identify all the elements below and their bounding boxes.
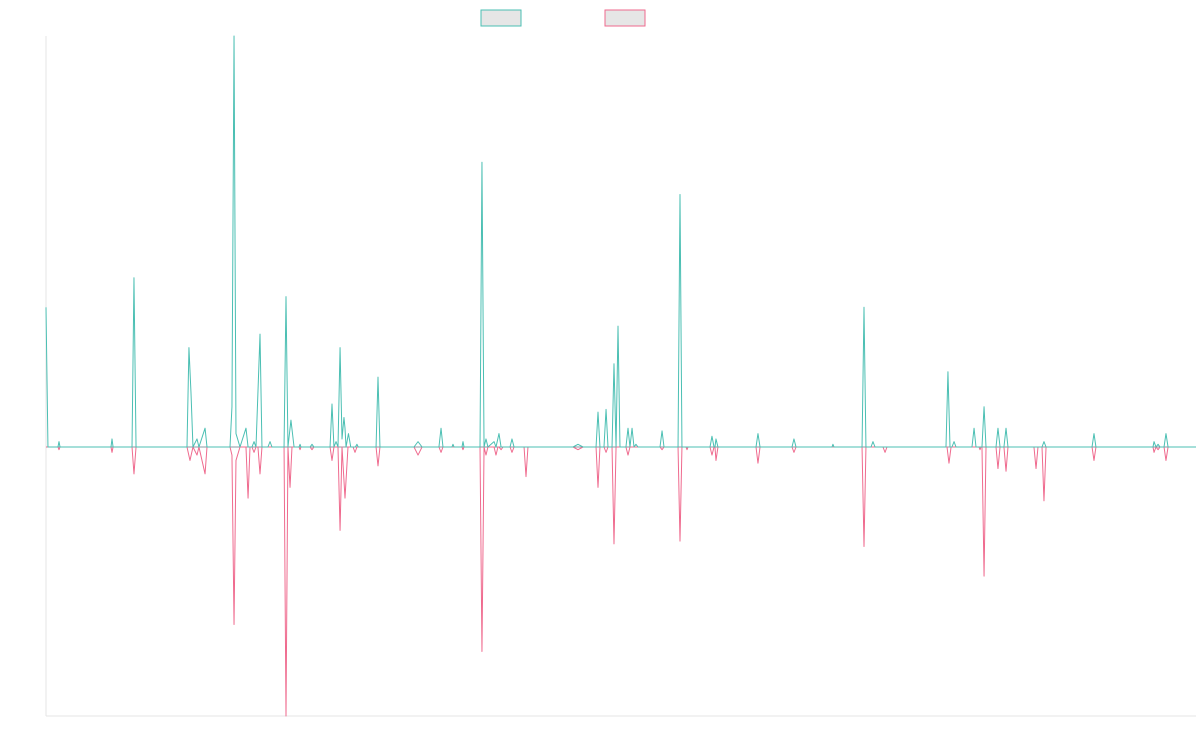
- series-line-1: [45, 35, 1196, 448]
- axes: [45, 36, 1196, 717]
- legend-swatch-1[interactable]: [480, 9, 522, 27]
- legend: [480, 9, 646, 27]
- legend-swatch-2[interactable]: [604, 9, 646, 27]
- series-group: [45, 35, 1196, 717]
- series-line-2: [46, 446, 1196, 717]
